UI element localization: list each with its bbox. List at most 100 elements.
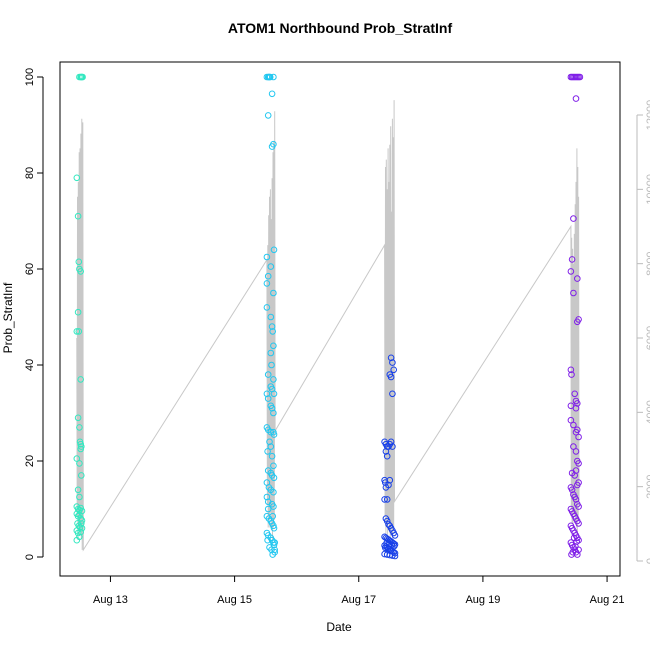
scatter-point <box>76 511 83 519</box>
y-axis-title: Prob_StratInf <box>1 282 15 353</box>
scatter-point <box>386 476 394 484</box>
scatter-point <box>268 404 276 412</box>
scatter-point <box>575 316 582 323</box>
y2-tick-label: 10000 <box>645 174 650 205</box>
scatter-point <box>269 328 277 335</box>
y2-tick-label: 0 <box>645 558 650 564</box>
scatter-point <box>267 313 275 321</box>
scatter-point <box>568 486 576 494</box>
line-series-layer <box>76 100 580 552</box>
scatter-point <box>74 212 82 220</box>
scatter-point <box>270 390 278 398</box>
scatter-point <box>387 438 395 446</box>
scatter-point <box>382 484 390 491</box>
scatter-point <box>270 503 277 510</box>
y2-tick-label: 6000 <box>645 326 650 350</box>
scatter-point <box>575 460 582 467</box>
scatter-point <box>74 414 82 422</box>
scatter-point <box>263 390 271 398</box>
scatter-point <box>79 73 86 81</box>
scatter-point <box>78 517 86 524</box>
y-tick-label: 60 <box>24 263 36 275</box>
scatter-point <box>576 73 584 81</box>
y-tick-label: 20 <box>24 455 36 467</box>
x-tick-label: Aug 19 <box>465 594 500 606</box>
scatter-point <box>383 496 391 503</box>
chart-title: ATOM1 Northbound Prob_StratInf <box>228 20 453 36</box>
scatter-point <box>571 390 579 398</box>
scatter-point <box>268 143 276 150</box>
y-tick-label: 100 <box>24 68 36 86</box>
y2-tick-label: 4000 <box>645 400 650 424</box>
line-series <box>76 100 580 552</box>
scatter-point <box>391 532 399 539</box>
scatter-point <box>267 443 275 450</box>
scatter-point <box>575 479 582 486</box>
scatter-point <box>270 474 278 482</box>
scatter-point <box>264 505 272 513</box>
y2-tick-label: 2000 <box>645 474 650 498</box>
scatter-point <box>266 438 273 446</box>
scatter-point <box>268 323 276 330</box>
right-axis: 0 2000 4000 6000 8000 10000 12000 <box>636 100 650 564</box>
scatter-point <box>389 443 396 450</box>
point-group <box>73 73 86 544</box>
scatter-point <box>270 462 277 470</box>
scatter-point <box>571 472 579 479</box>
scatter-point <box>73 174 81 182</box>
y-tick-label: 40 <box>24 359 36 371</box>
scatter-points-layer <box>73 73 584 560</box>
scatter-point <box>570 215 577 222</box>
scatter-point <box>270 376 277 383</box>
scatter-point <box>271 539 279 546</box>
scatter-point <box>269 512 277 520</box>
scatter-point <box>567 268 575 275</box>
y-tick-label: 80 <box>24 167 36 179</box>
scatter-point <box>270 73 277 81</box>
scatter-point <box>76 493 83 501</box>
scatter-point <box>270 409 277 417</box>
scatter-point <box>77 268 84 275</box>
scatter-point <box>573 538 581 545</box>
scatter-point <box>78 520 85 527</box>
scatter-point <box>270 431 278 438</box>
point-group <box>263 73 279 558</box>
scatter-point <box>263 304 271 311</box>
scatter-point <box>391 542 398 550</box>
scatter-point <box>74 486 82 494</box>
scatter-point <box>264 371 272 378</box>
scatter-point <box>382 448 390 455</box>
left-axis: 0 20 40 60 80 100 <box>24 68 44 560</box>
scatter-point <box>387 373 395 381</box>
x-tick-label: Aug 21 <box>590 594 625 606</box>
scatter-point <box>271 546 279 554</box>
scatter-point <box>74 308 82 316</box>
scatter-point <box>264 395 272 402</box>
point-group <box>381 354 399 560</box>
scatter-point <box>76 460 83 467</box>
point-group <box>567 73 584 558</box>
x-tick-label: Aug 13 <box>93 594 128 606</box>
plot-frame <box>59 61 621 577</box>
scatter-point <box>383 452 391 460</box>
scatter-point <box>381 496 388 503</box>
scatter-point <box>268 90 276 98</box>
y-tick-label: 0 <box>24 554 36 560</box>
scatter-point <box>75 258 83 266</box>
scatter-point <box>574 400 581 407</box>
scatter-point <box>267 263 275 270</box>
scatter-point <box>567 416 575 424</box>
y2-tick-label: 8000 <box>645 251 650 275</box>
scatter-point <box>270 246 278 254</box>
scatter-point <box>73 536 81 544</box>
scatter-point <box>268 361 275 369</box>
scatter-point <box>389 359 396 366</box>
scatter-point <box>568 256 576 263</box>
scatter-point <box>572 467 580 474</box>
scatter-point <box>267 349 275 357</box>
scatter-point <box>567 402 575 410</box>
scatter-point <box>77 515 84 522</box>
scatter-point <box>572 404 580 412</box>
